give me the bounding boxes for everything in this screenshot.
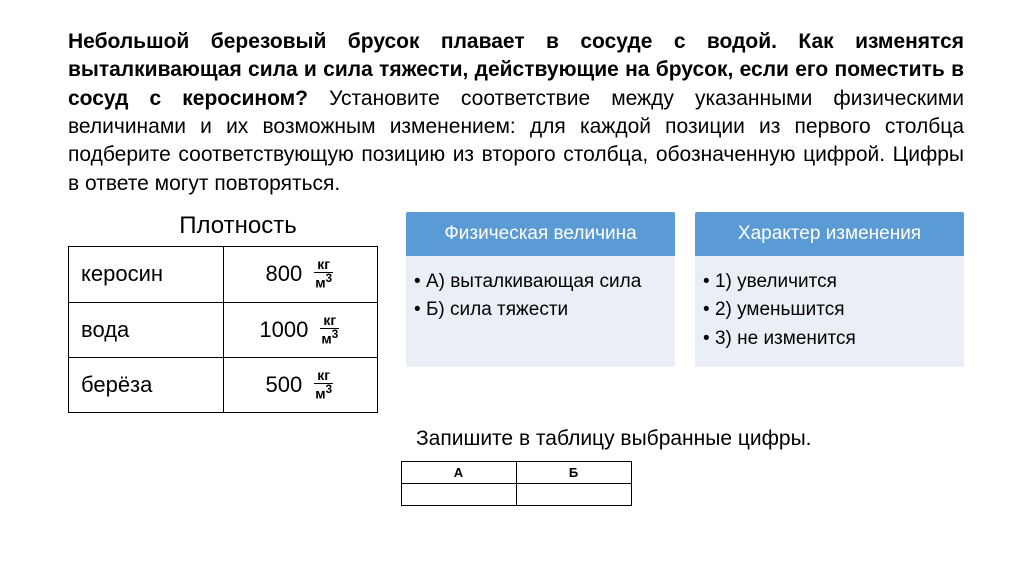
answer-cell-b[interactable] (516, 484, 631, 506)
answer-header-row: А Б (401, 462, 631, 484)
list-item: 1) увеличится (703, 268, 956, 297)
density-num: 800 (266, 261, 303, 287)
density-name: берёза (69, 357, 224, 412)
density-value: 800 кг м3 (223, 247, 377, 302)
table-row: вода 1000 кг м3 (69, 302, 378, 357)
list-item: 3) не изменится (703, 325, 956, 354)
card-change: Характер изменения 1) увеличится 2) умен… (695, 212, 964, 367)
list-item: А) выталкивающая сила (414, 268, 667, 297)
card-body: А) выталкивающая сила Б) сила тяжести (406, 256, 675, 339)
density-value: 500 кг м3 (223, 357, 377, 412)
density-name: вода (69, 302, 224, 357)
unit-fraction: кг м3 (318, 313, 341, 347)
table-row: керосин 800 кг м3 (69, 247, 378, 302)
unit-fraction: кг м3 (312, 257, 335, 291)
answer-input-row (401, 484, 631, 506)
card-header: Характер изменения (695, 212, 964, 256)
list-item: Б) сила тяжести (414, 296, 667, 325)
answer-table: А Б (401, 461, 632, 506)
density-num: 1000 (259, 317, 308, 343)
table-row: берёза 500 кг м3 (69, 357, 378, 412)
answer-cell-a[interactable] (401, 484, 516, 506)
list-item: 2) уменьшится (703, 296, 956, 325)
density-title: Плотность (68, 212, 378, 240)
card-quantity: Физическая величина А) выталкивающая сил… (406, 212, 675, 367)
answer-col-a: А (401, 462, 516, 484)
instruction-text: Запишите в таблицу выбранные цифры. (416, 427, 964, 451)
density-value: 1000 кг м3 (223, 302, 377, 357)
density-num: 500 (266, 372, 303, 398)
problem-text: Небольшой березовый брусок плавает в сос… (68, 28, 964, 198)
middle-row: Плотность керосин 800 кг м3 вода (68, 212, 964, 413)
density-name: керосин (69, 247, 224, 302)
unit-fraction: кг м3 (312, 368, 335, 402)
density-table: керосин 800 кг м3 вода 1000 (68, 246, 378, 413)
cards-row: Физическая величина А) выталкивающая сил… (406, 212, 964, 367)
card-body: 1) увеличится 2) уменьшится 3) не измени… (695, 256, 964, 368)
density-block: Плотность керосин 800 кг м3 вода (68, 212, 378, 413)
card-header: Физическая величина (406, 212, 675, 256)
answer-col-b: Б (516, 462, 631, 484)
